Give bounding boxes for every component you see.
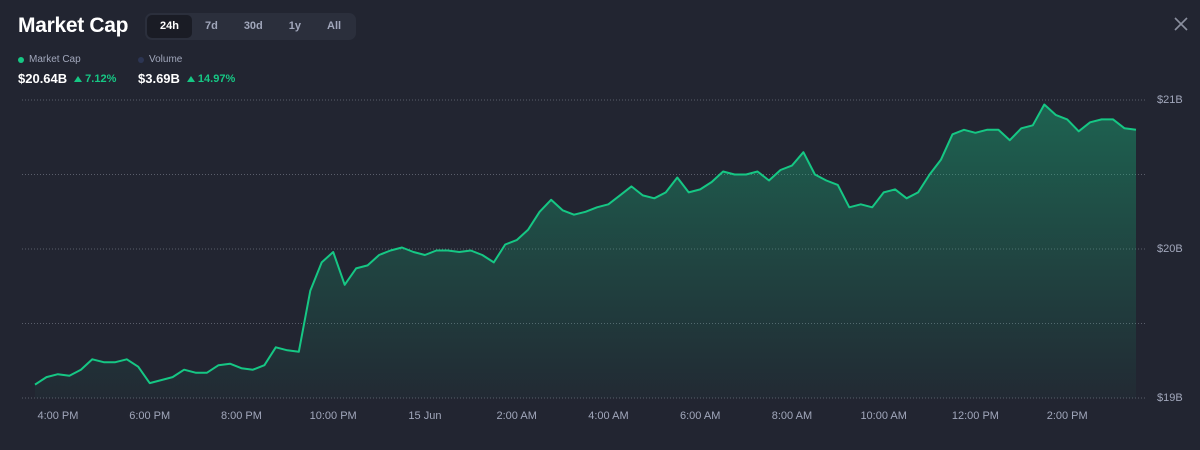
x-tick-label: 8:00 PM <box>221 410 262 422</box>
legend-value: $20.64B <box>18 71 68 86</box>
up-arrow <box>74 75 83 82</box>
x-tick-label: 6:00 AM <box>680 410 720 422</box>
tab[interactable]: 1y <box>288 20 302 32</box>
legend-value: $3.69B <box>138 71 180 86</box>
tab[interactable]: All <box>327 20 342 32</box>
close-button[interactable] <box>1174 17 1188 31</box>
legend-name: Market Cap <box>18 54 116 65</box>
legend-label: Market Cap <box>29 54 81 65</box>
legend-change-value: 14.97% <box>197 72 236 85</box>
x-tick-label: 6:00 PM <box>129 410 170 422</box>
up-arrow <box>186 75 195 82</box>
legend-row: $3.69B 14.97% <box>138 71 235 86</box>
tab[interactable]: 24h <box>147 15 192 38</box>
legend-label: Volume <box>149 54 183 65</box>
x-tick-label: 10:00 PM <box>310 410 357 422</box>
legend-change-value: 7.12% <box>85 72 117 85</box>
legend-change: 7.12% <box>74 73 116 85</box>
y-tick-label: $19B <box>1157 392 1183 404</box>
area <box>35 104 1136 398</box>
legend-row: $20.64B 7.12% <box>18 71 116 86</box>
title: Market Cap <box>18 14 129 37</box>
x-tick-label: 15 Jun <box>408 410 441 422</box>
legend-dot <box>138 56 144 63</box>
legend-item: Market Cap $20.64B 7.12% <box>18 54 116 86</box>
legend-dot <box>18 56 24 63</box>
y-tick-label: $20B <box>1157 243 1183 255</box>
x-tick-label: 8:00 AM <box>772 410 812 422</box>
x-tick-label: 10:00 AM <box>860 410 906 422</box>
line <box>34 103 1137 386</box>
tab[interactable]: 30d <box>243 20 263 32</box>
legend-item: Volume $3.69B 14.97% <box>138 54 235 86</box>
tab[interactable]: 7d <box>204 20 218 32</box>
y-tick-label: $21B <box>1157 94 1183 106</box>
legend-name: Volume <box>138 54 235 65</box>
x-tick-label: 2:00 PM <box>1047 410 1088 422</box>
x-tick-label: 12:00 PM <box>952 410 999 422</box>
legend-change: 14.97% <box>186 72 236 85</box>
x-tick-label: 4:00 AM <box>588 410 628 422</box>
x-tick-label: 2:00 AM <box>497 410 537 422</box>
tab-bar: 24h 7d 30d 1y All <box>145 13 357 40</box>
x-tick-label: 4:00 PM <box>37 410 78 422</box>
